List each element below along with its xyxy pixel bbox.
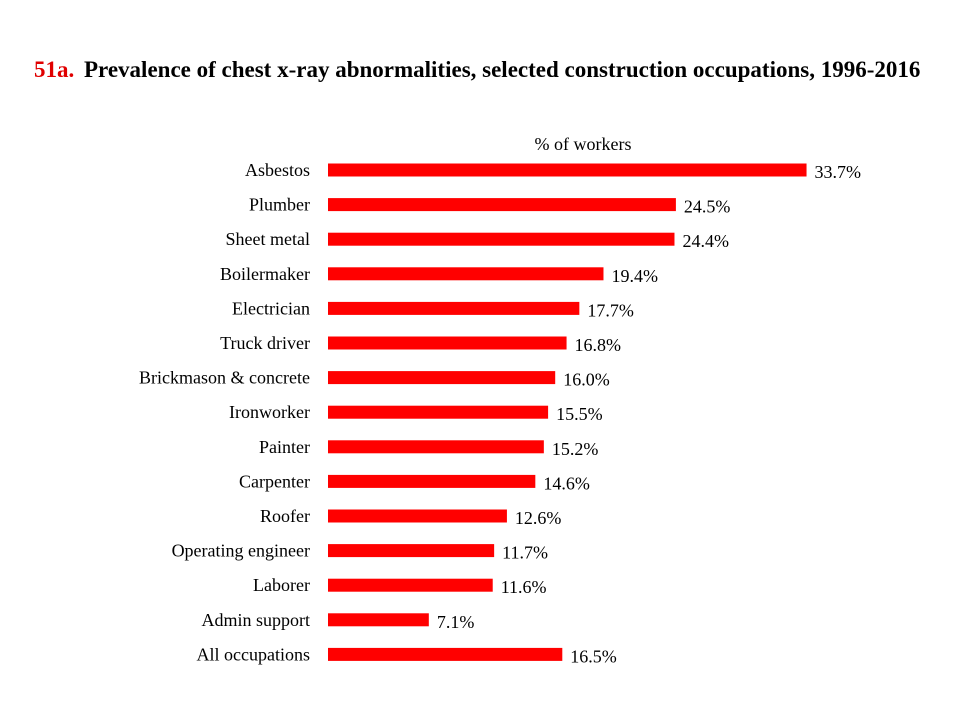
bar xyxy=(328,405,549,419)
data-label: 19.4% xyxy=(611,266,658,286)
category-label: Electrician xyxy=(232,298,310,318)
category-label: Truck driver xyxy=(220,333,310,353)
data-label: 15.5% xyxy=(556,404,603,424)
data-label: 33.7% xyxy=(815,162,862,182)
bar xyxy=(328,474,536,488)
bar xyxy=(328,198,676,212)
bar xyxy=(328,163,807,177)
data-label: 14.6% xyxy=(543,473,590,493)
data-label: 17.7% xyxy=(587,300,634,320)
data-label: 16.5% xyxy=(570,646,617,666)
bar xyxy=(328,267,604,281)
category-label: Roofer xyxy=(260,506,310,526)
category-label: Operating engineer xyxy=(172,541,310,561)
data-label: 16.8% xyxy=(575,335,622,355)
data-label: 11.6% xyxy=(501,577,547,597)
category-label: Plumber xyxy=(249,195,310,215)
bar xyxy=(328,336,567,350)
category-label: Boilermaker xyxy=(220,264,310,284)
bar xyxy=(328,613,429,627)
data-label: 11.7% xyxy=(502,543,548,563)
data-label: 12.6% xyxy=(515,508,562,528)
bar xyxy=(328,647,563,661)
category-label: Admin support xyxy=(201,610,310,630)
category-label: Carpenter xyxy=(239,471,310,491)
category-label: Asbestos xyxy=(245,160,310,180)
bar xyxy=(328,509,507,523)
category-label: Laborer xyxy=(253,575,310,595)
x-axis-unit-label: % of workers xyxy=(535,134,632,154)
bar xyxy=(328,578,493,592)
data-label: 15.2% xyxy=(552,439,599,459)
bar xyxy=(328,440,544,454)
bar xyxy=(328,371,556,385)
bar xyxy=(328,232,675,246)
bar xyxy=(328,301,580,315)
category-label: Ironworker xyxy=(229,402,310,422)
bar xyxy=(328,544,495,558)
category-label: Sheet metal xyxy=(226,229,310,249)
category-label: All occupations xyxy=(197,644,310,664)
data-label: 24.4% xyxy=(682,231,729,251)
data-label: 24.5% xyxy=(684,197,731,217)
data-label: 16.0% xyxy=(563,370,610,390)
category-label: Brickmason & concrete xyxy=(139,368,310,388)
category-label: Painter xyxy=(259,437,310,457)
chart-title-text: Prevalence of chest x-ray abnormalities,… xyxy=(84,57,921,82)
bars-layer: Asbestos 33.7% Plumber 24.5% Sheet metal 24.4… xyxy=(139,160,861,666)
data-label: 7.1% xyxy=(437,612,475,632)
chart-number: 51a. xyxy=(34,57,75,82)
